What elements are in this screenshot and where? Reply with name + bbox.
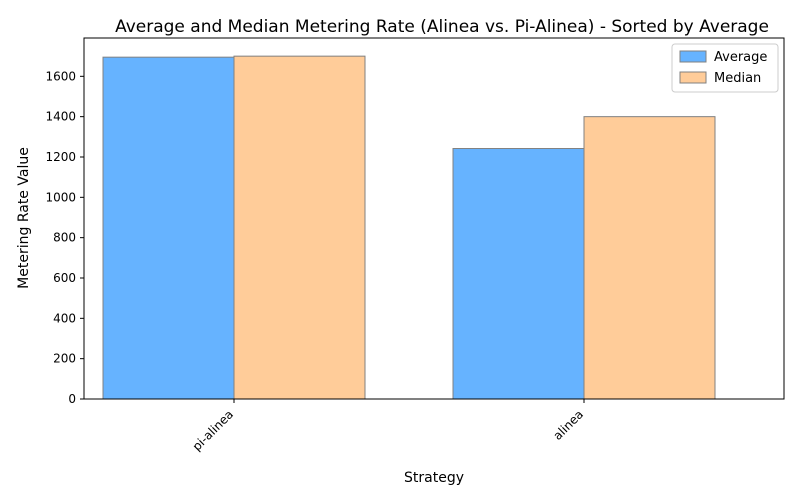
- y-tick-label: 400: [53, 311, 76, 325]
- legend-swatch-average: [679, 50, 707, 63]
- y-axis: 0 200 400 600 800 1000 1200 1400 1600: [45, 69, 84, 406]
- y-tick-label: 0: [68, 392, 76, 406]
- plot-border: [83, 37, 785, 400]
- x-axis-title: Strategy: [404, 470, 464, 486]
- y-tick-label: 800: [53, 231, 76, 245]
- legend-label-average: Average: [714, 50, 767, 65]
- y-tick-label: 1000: [45, 190, 76, 204]
- legend-swatch-median: [679, 71, 707, 84]
- bars: [102, 55, 716, 400]
- bar-median-pi-alinea: [233, 55, 366, 400]
- y-axis-title: Metering Rate Value: [16, 147, 32, 289]
- y-tick-label: 1600: [45, 69, 76, 83]
- chart-title: Average and Median Metering Rate (Alinea…: [115, 17, 769, 37]
- bar-median-alinea: [583, 116, 716, 400]
- legend-label-median: Median: [714, 71, 761, 86]
- x-tick-label-pi-alinea: pi-alinea: [190, 407, 236, 453]
- y-tick-label: 1200: [45, 150, 76, 164]
- bar-average-pi-alinea: [102, 56, 235, 400]
- x-axis: pi-alinea alinea: [190, 399, 586, 454]
- y-tick-label: 200: [53, 352, 76, 366]
- y-tick-label: 1400: [45, 110, 76, 124]
- y-tick-label: 600: [53, 271, 76, 285]
- plot-area: [83, 37, 785, 400]
- x-tick-label-alinea: alinea: [551, 407, 587, 443]
- legend: Average Median: [671, 43, 779, 93]
- bar-average-alinea: [452, 148, 585, 400]
